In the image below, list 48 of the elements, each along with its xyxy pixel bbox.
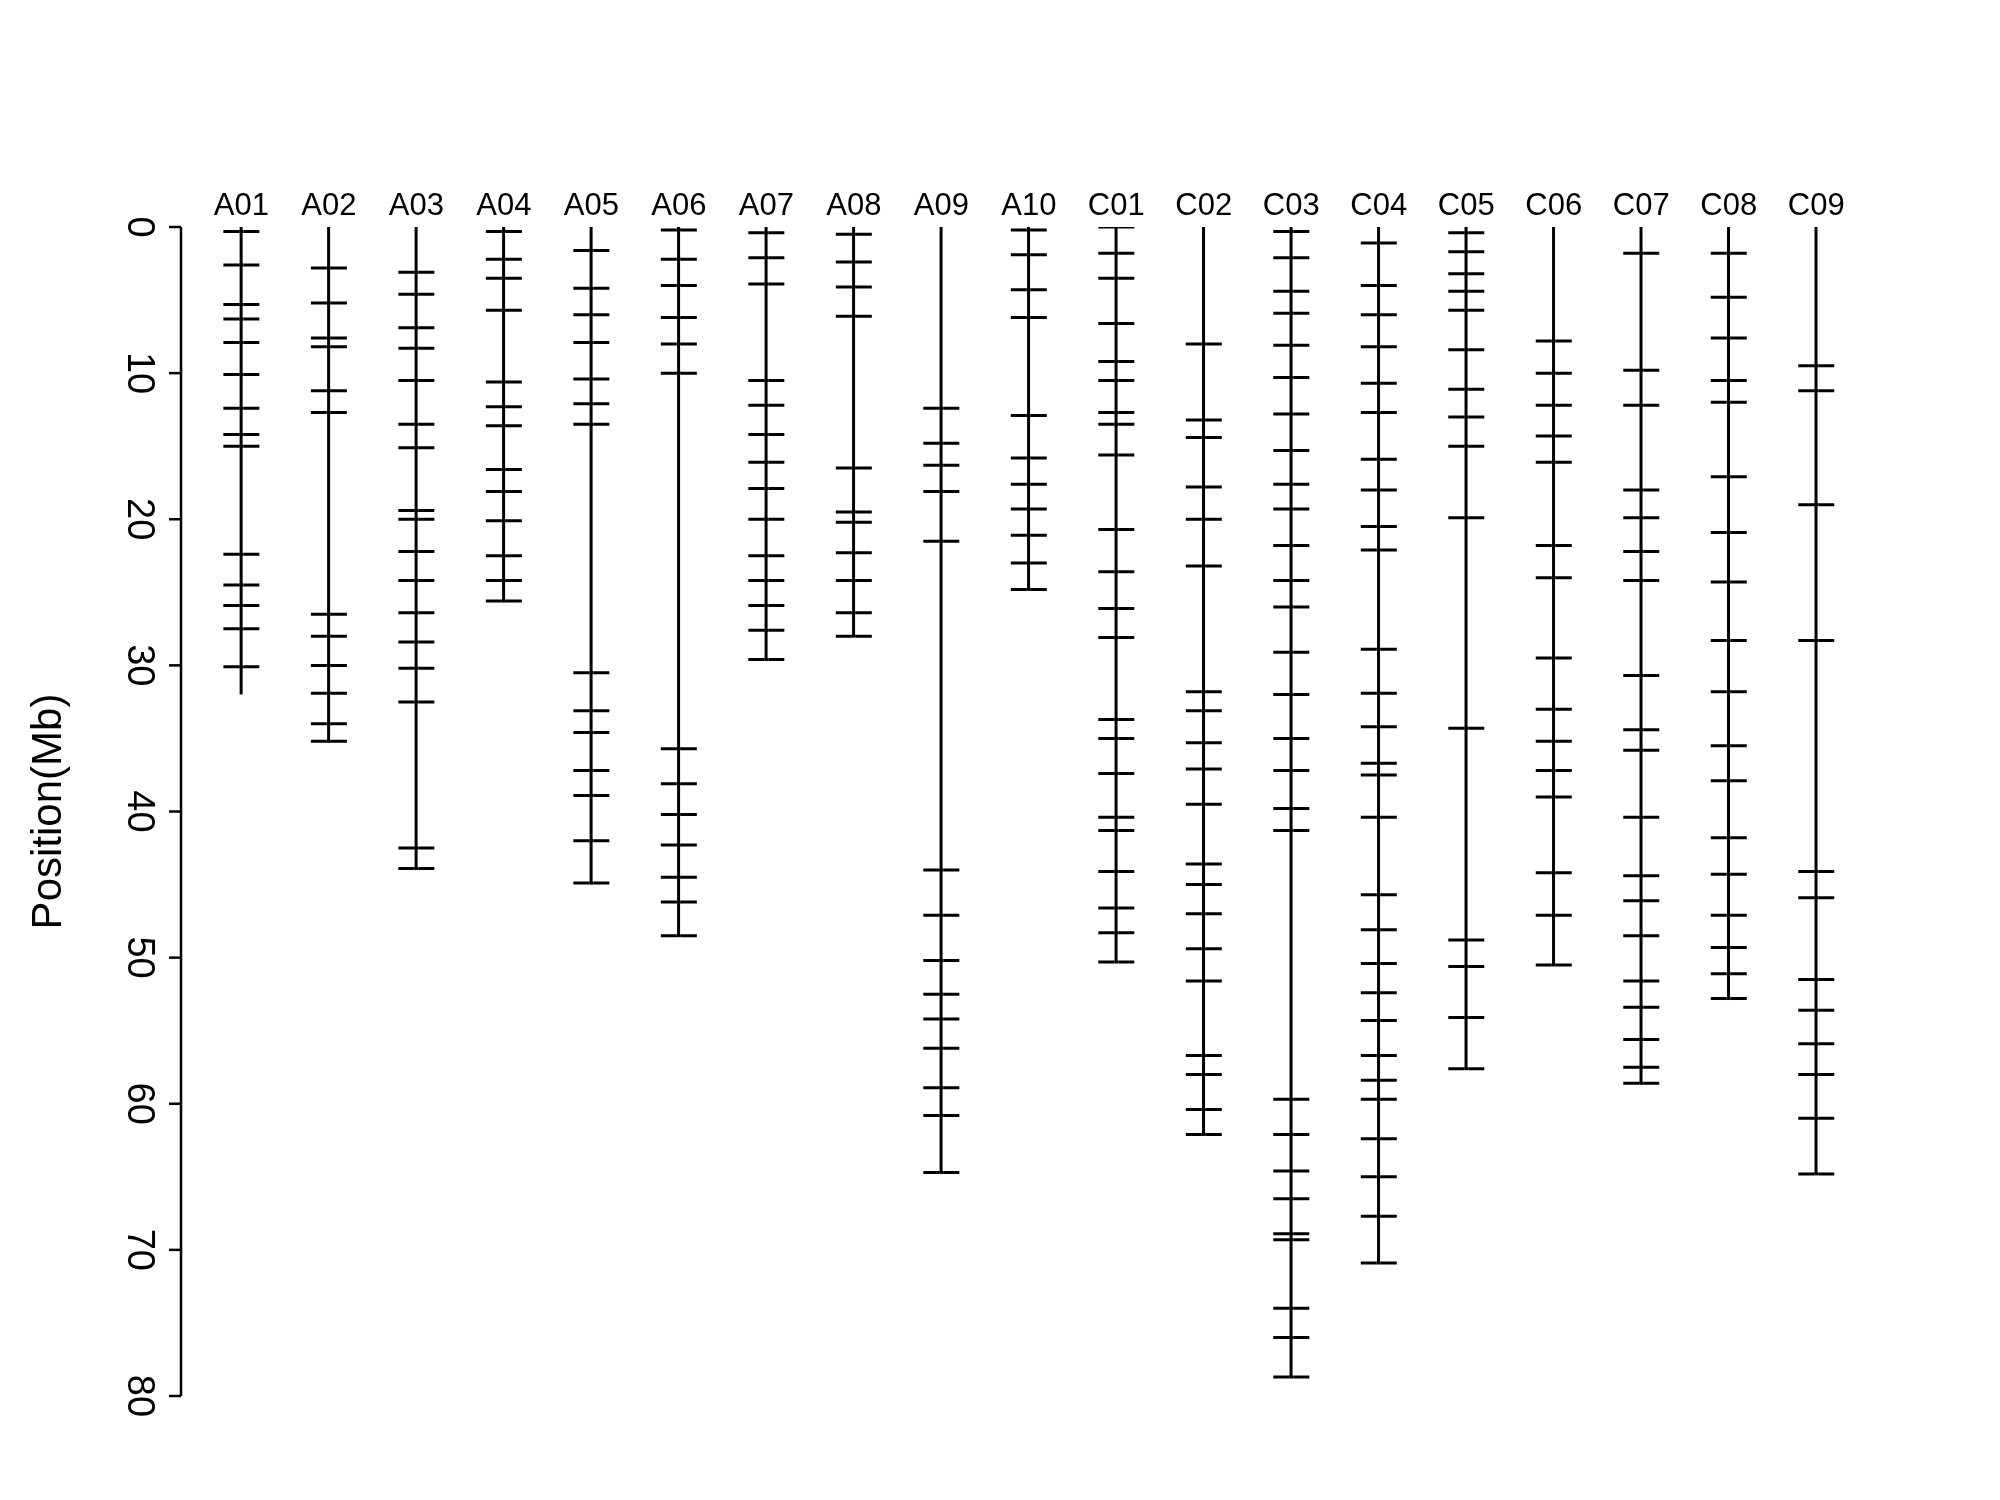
x-tick-label: C01 [1087,187,1145,222]
x-tick-label: C09 [1787,187,1845,222]
y-tick-label: 0 [120,216,162,238]
y-tick-label: 10 [120,351,162,395]
bar [502,227,506,602]
y-tick-label: 70 [120,1228,162,1272]
x-tick-label: A06 [651,187,707,222]
bar [1814,227,1818,1174]
x-tick-label: C05 [1437,187,1495,222]
x-tick-label: A10 [1001,187,1057,222]
x-tick-label: A01 [213,187,269,222]
bar [239,227,243,695]
x-tick-label: A08 [826,187,882,222]
x-tick-label: A04 [476,187,532,222]
bar [1114,227,1118,963]
bar [1289,227,1293,1377]
bar [677,227,681,936]
y-tick-label: 40 [120,790,162,833]
x-tick-label: A05 [563,187,619,222]
bar [327,227,331,742]
x-tick-label: A02 [301,187,357,222]
bar [1027,227,1031,590]
bar [939,227,943,1173]
x-tick-label: C07 [1612,187,1670,222]
x-tick-label: A07 [738,187,794,222]
y-axis-title: Position(Mb) [22,693,70,930]
bar [589,227,593,884]
y-tick-label: 30 [120,644,162,687]
bar [852,227,856,637]
x-tick-label: C04 [1350,187,1408,222]
bar [1639,227,1643,1084]
x-tick-label: C06 [1525,187,1583,222]
bar [764,227,768,660]
y-tick-label: 80 [120,1374,162,1418]
x-tick-label: C02 [1175,187,1233,222]
bar [1377,227,1381,1264]
bar [1727,227,1731,999]
bar [414,227,418,869]
y-tick-label: 60 [120,1082,162,1125]
bar [1202,227,1206,1135]
bar [1552,227,1556,965]
x-tick-label: C03 [1262,187,1320,222]
x-tick-label: A03 [388,187,444,222]
x-tick-label: A09 [913,187,969,222]
x-tick-label: C08 [1700,187,1758,222]
y-tick-label: 20 [120,498,162,541]
y-tick-label: 50 [120,936,162,979]
bar [1464,227,1468,1069]
